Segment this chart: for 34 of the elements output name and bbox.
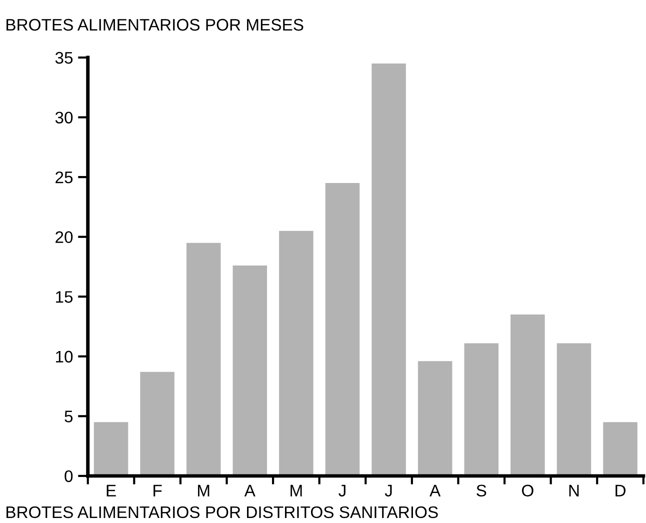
bar: [464, 343, 499, 476]
y-tick-label: 20: [56, 231, 73, 244]
x-tick-label: S: [476, 484, 486, 497]
bar: [186, 242, 221, 476]
x-tick-label: O: [522, 484, 534, 497]
bar: [94, 422, 128, 476]
bar: [325, 183, 360, 476]
x-tick-label: J: [384, 484, 392, 497]
y-tick-label: 0: [64, 470, 73, 482]
x-tick-label: N: [569, 484, 579, 496]
bar: [140, 372, 174, 476]
x-tick-label: A: [430, 484, 441, 496]
x-tick-label: A: [244, 484, 256, 496]
y-tick-label: 30: [55, 112, 73, 124]
bar: [603, 422, 638, 476]
x-tick-label: J: [338, 484, 346, 497]
x-tick-label: M: [198, 484, 210, 496]
bar: [418, 361, 452, 476]
bar: [232, 266, 268, 476]
bar: [372, 64, 406, 476]
y-tick-label: 15: [56, 291, 73, 303]
y-tick-label: 10: [56, 350, 73, 363]
x-tick-label: D: [616, 484, 626, 496]
x-tick-label: F: [154, 484, 162, 496]
bar: [279, 230, 314, 476]
chart-title: BROTES ALIMENTARIOS POR MESES: [6, 18, 304, 31]
x-tick-label: M: [290, 484, 302, 496]
y-tick-label: 5: [64, 410, 73, 422]
text: BROTES ALIMENTARIOS POR DISTRITOS SANITARIOS: [6, 506, 438, 518]
y-tick-label: 25: [56, 171, 73, 184]
y-tick-label: 35: [55, 52, 73, 64]
bar: [510, 314, 545, 476]
x-tick-label: E: [106, 484, 116, 496]
bar: [556, 343, 592, 476]
